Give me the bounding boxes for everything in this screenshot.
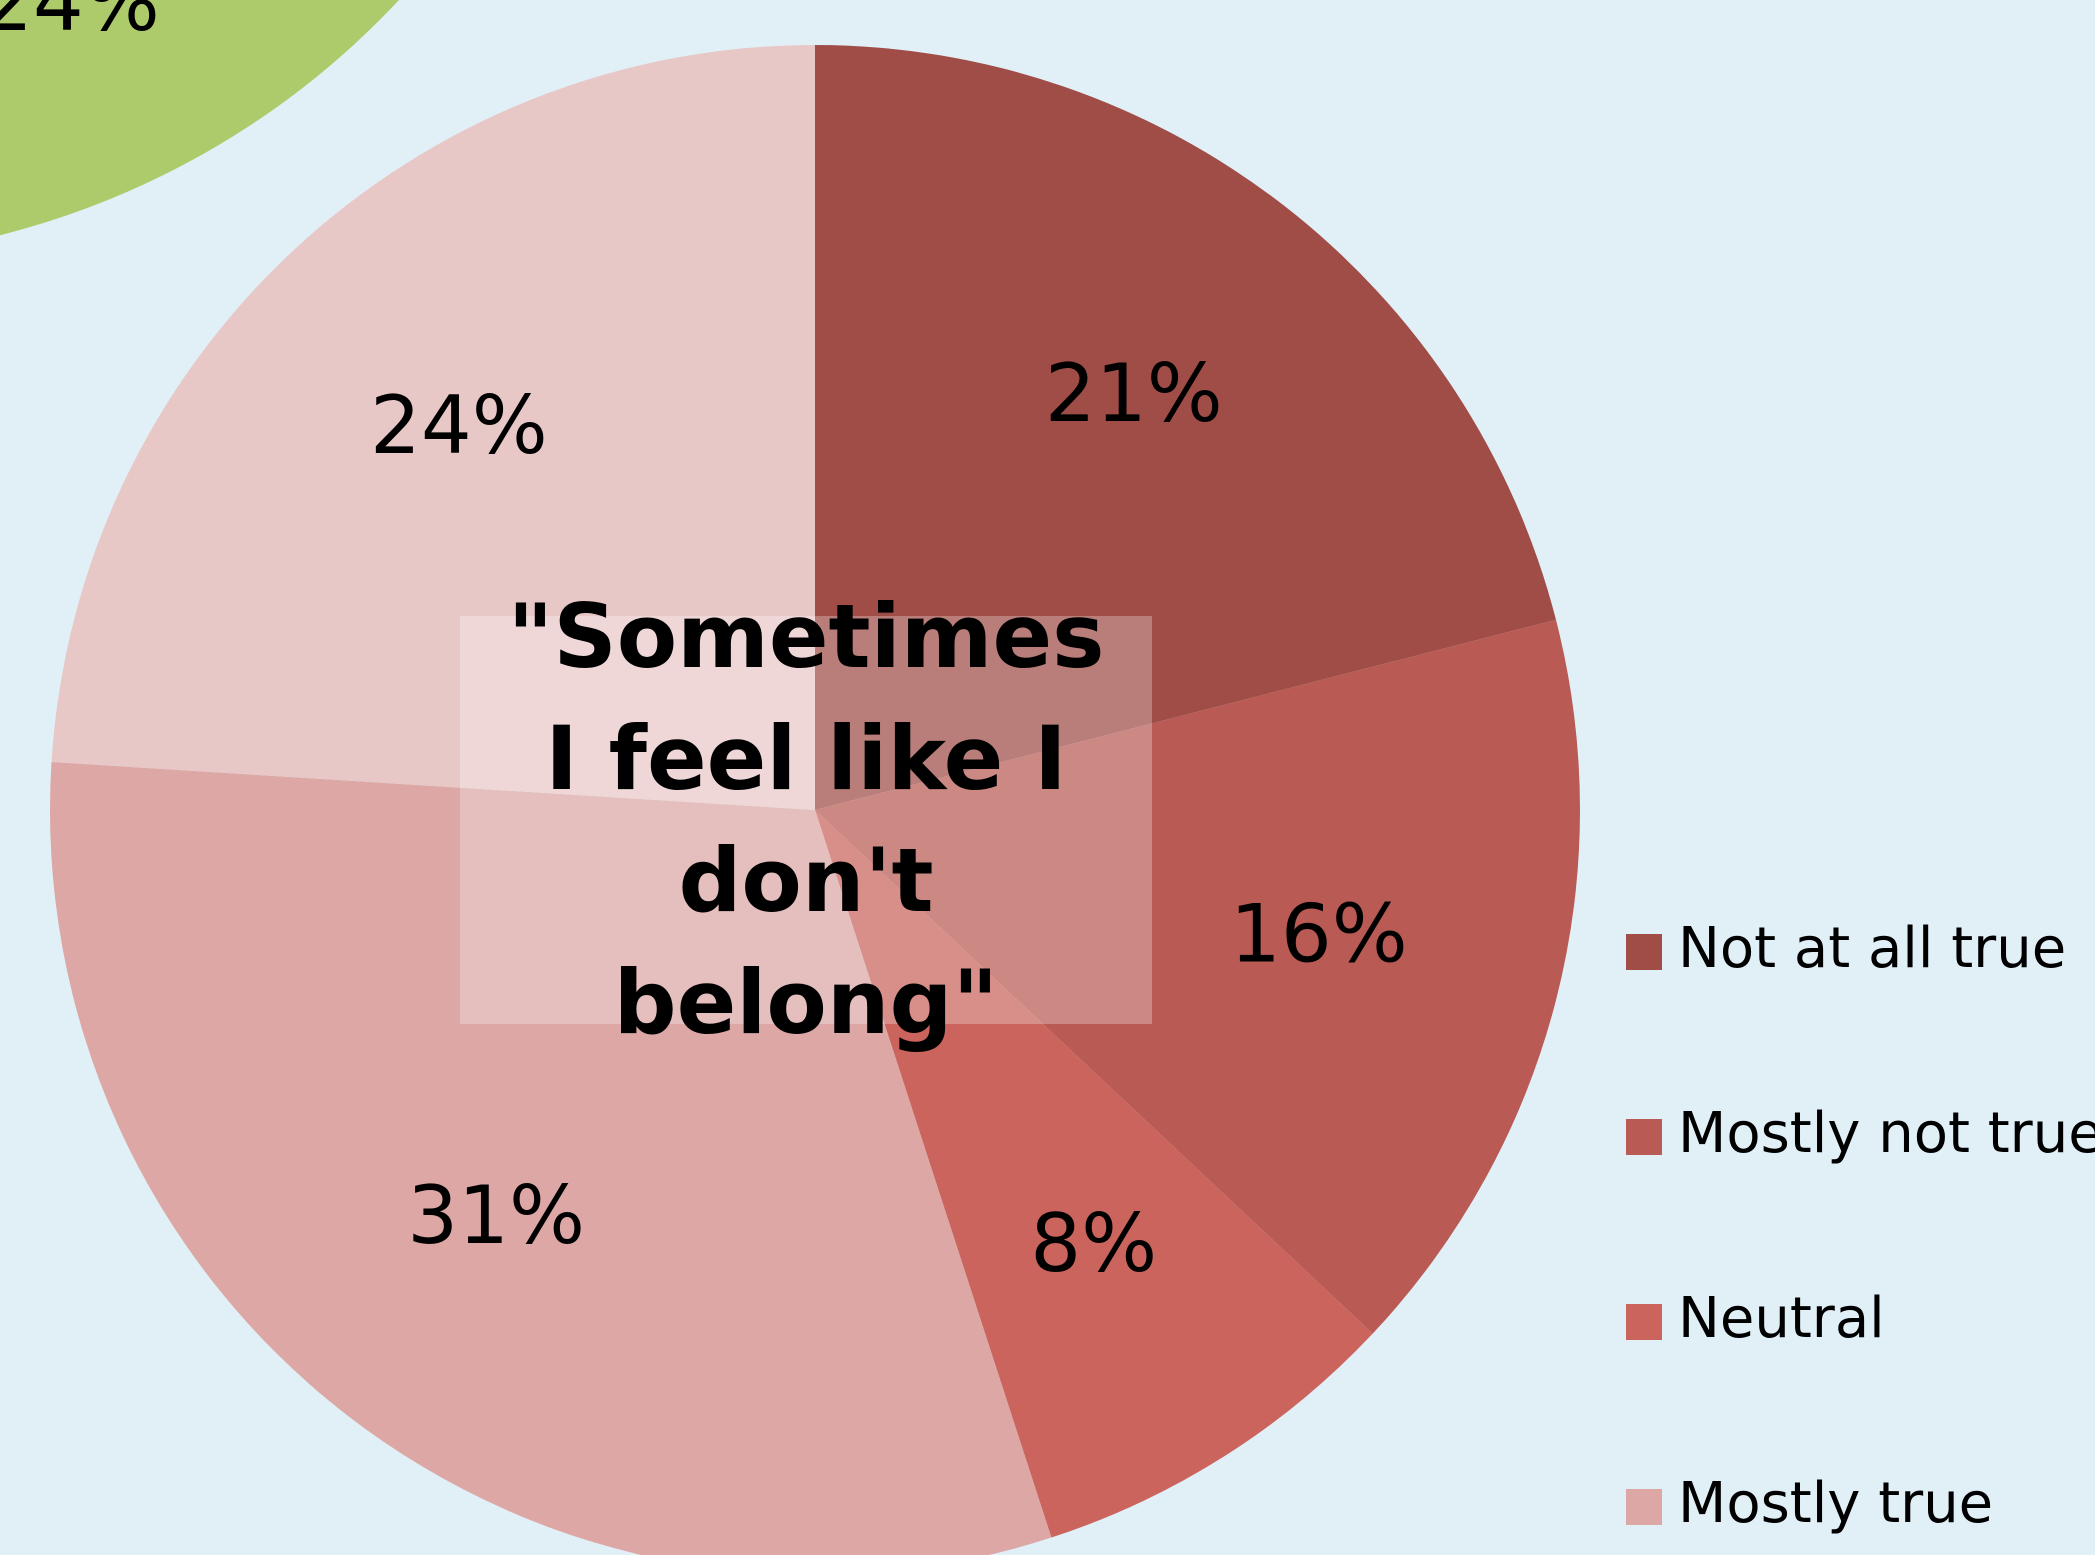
slice-label-not-at-all-true: 21% (1045, 347, 1223, 440)
slice-label-neutral: 8% (1030, 1197, 1157, 1290)
legend-item-neutral: Neutral (1626, 1286, 1885, 1351)
slice-label-mostly-not-true: 16% (1230, 887, 1408, 980)
legend-swatch (1626, 1119, 1662, 1155)
pie-slice-neutral (815, 810, 1373, 1538)
slice-label-slice-5: 24% (370, 379, 548, 472)
chart-legend: Not at all true Mostly not true Neutral Mos… (1626, 916, 2095, 1536)
legend-swatch (1626, 1304, 1662, 1340)
legend-label: Mostly not true (1678, 1101, 2095, 1166)
legend-item-not-at-all-true: Not at all true (1626, 916, 2066, 981)
pie-slices (50, 45, 1580, 1555)
legend-swatch (1626, 934, 1662, 970)
legend-label: Neutral (1678, 1286, 1885, 1351)
legend-swatch (1626, 1489, 1662, 1525)
slice-label-mostly-true: 31% (407, 1169, 585, 1262)
legend-item-mostly-true: Mostly true (1626, 1471, 1993, 1536)
pie-slice-labels: 21% 16% 8% 31% 24% (370, 347, 1408, 1290)
pie-slice-slice-5 (51, 45, 816, 810)
chart-title-box: "Sometimes I feel like I don't belong" (460, 585, 1152, 1054)
chart-title: "Sometimes I feel like I don't belong" (507, 585, 1105, 1054)
pie-slice-not-at-all-true (815, 45, 1556, 810)
neighbor-pie-slice (0, 0, 399, 236)
pie-slice-mostly-not-true (815, 619, 1580, 1334)
legend-label: Not at all true (1678, 916, 2066, 981)
neighbor-slice-label: 24% (0, 0, 160, 49)
legend-label: Mostly true (1678, 1471, 1993, 1536)
pie-slice-mostly-true (50, 761, 1052, 1555)
neighbor-chart: 24% (0, 0, 399, 236)
legend-item-mostly-not-true: Mostly not true (1626, 1101, 2095, 1166)
